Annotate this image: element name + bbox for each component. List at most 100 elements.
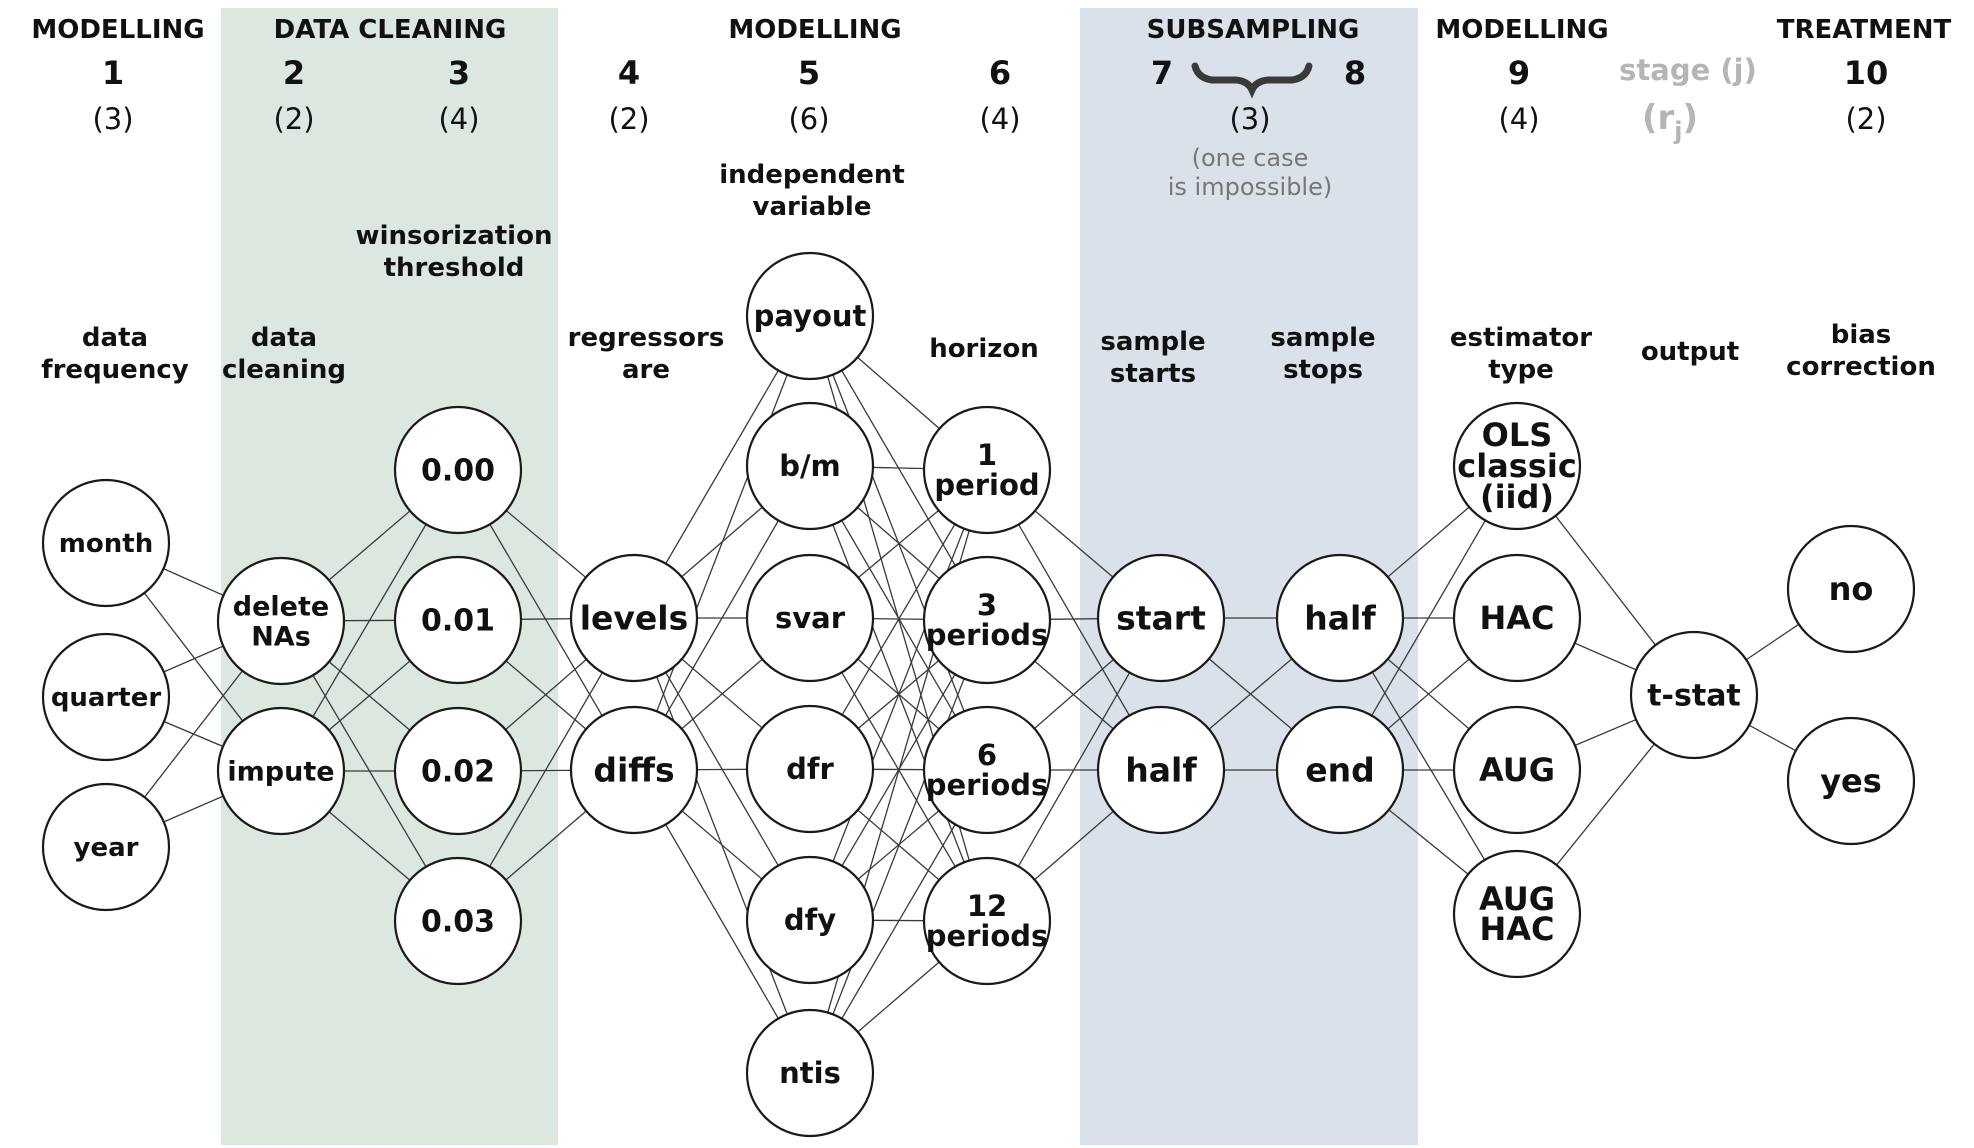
stage-label-output: output — [1641, 337, 1739, 367]
node-estimator-hac: HAC — [1452, 553, 1582, 683]
node-indep-dfy: dfy — [745, 855, 875, 985]
group-title-subsampling: SUBSAMPLING — [1147, 15, 1360, 45]
stage-count: (4) — [438, 102, 479, 136]
node-label: year — [74, 833, 139, 863]
group-title-modelling: MODELLING — [728, 15, 901, 45]
node-label: half — [1304, 599, 1376, 638]
node-circle — [393, 405, 523, 535]
node-label: 1 — [977, 438, 997, 472]
node-freq-quarter: quarter — [41, 632, 171, 762]
node-label: 12 — [967, 889, 1007, 923]
node-circle — [1275, 553, 1405, 683]
node-circle — [41, 632, 171, 762]
node-freq-year: year — [41, 782, 171, 912]
node-label: HAC — [1479, 910, 1554, 948]
node-label: (iid) — [1480, 478, 1554, 516]
node-label: 6 — [977, 738, 997, 772]
node-circle — [745, 1008, 875, 1138]
node-label: NAs — [251, 621, 311, 652]
stage-label-estimator-type: estimator — [1450, 323, 1592, 353]
node-circle — [745, 553, 875, 683]
stage-label-data-frequency: frequency — [41, 355, 188, 385]
node-label: quarter — [51, 683, 162, 713]
node-label: period — [934, 468, 1039, 502]
node-start-start: start — [1096, 553, 1226, 683]
node-label: ntis — [779, 1056, 841, 1090]
node-label: 0.03 — [421, 905, 495, 940]
stage-label-bias-correction: correction — [1786, 352, 1936, 382]
stage-label-data-cleaning: data — [251, 323, 317, 353]
node-indep-svar: svar — [745, 553, 875, 683]
subsampling-note: is impossible) — [1168, 173, 1332, 201]
stage-number: 9 — [1508, 54, 1530, 92]
node-bias-yes: yes — [1786, 716, 1916, 846]
node-label: AUG — [1479, 751, 1555, 789]
node-label: t-stat — [1647, 679, 1741, 714]
node-label: periods — [926, 768, 1049, 802]
node-label: levels — [580, 599, 689, 638]
node-winsor-0-02: 0.02 — [393, 706, 523, 836]
stage-label-regressors: regressors — [568, 323, 725, 353]
node-label: 3 — [977, 588, 997, 622]
stage-count: (6) — [788, 102, 829, 136]
node-winsor-0-01: 0.01 — [393, 555, 523, 685]
node-label: 0.01 — [421, 604, 495, 639]
node-indep-payout: payout — [745, 251, 875, 381]
node-label: yes — [1820, 762, 1882, 800]
node-circle — [1275, 705, 1405, 835]
stage-label-data-cleaning: cleaning — [222, 355, 346, 385]
stage-label-regressors: are — [622, 355, 670, 385]
node-label: AUG — [1479, 880, 1555, 918]
stage-label-independent-variable: variable — [753, 192, 872, 222]
stage-number: 5 — [798, 54, 820, 92]
node-start-half: half — [1096, 705, 1226, 835]
node-label: periods — [926, 919, 1049, 953]
node-label: HAC — [1479, 599, 1554, 637]
node-stop-end: end — [1275, 705, 1405, 835]
stage-label-estimator-type: type — [1488, 355, 1554, 385]
node-circle — [745, 401, 875, 531]
node-label: start — [1116, 599, 1206, 638]
node-label: classic — [1457, 447, 1577, 485]
node-circle — [1629, 630, 1759, 760]
subsampling-note: (one case — [1192, 144, 1309, 172]
node-label: no — [1829, 570, 1874, 608]
node-estimator-aug: AUG — [1452, 705, 1582, 835]
node-circle — [922, 555, 1052, 685]
node-label: half — [1125, 751, 1197, 790]
stage-number: 6 — [989, 54, 1011, 92]
node-label: impute — [227, 756, 334, 787]
node-label: dfr — [786, 752, 834, 786]
node-winsor-0-00: 0.00 — [393, 405, 523, 535]
stage-number: 4 — [618, 54, 640, 92]
node-label: 0.02 — [421, 755, 495, 790]
stage-number: 8 — [1344, 54, 1366, 92]
stage-count: (4) — [1498, 102, 1539, 136]
node-stop-half: half — [1275, 553, 1405, 683]
node-circle — [41, 782, 171, 912]
node-circle — [745, 855, 875, 985]
group-title-treatment: TREATMENT — [1777, 15, 1952, 45]
node-indep-b-m: b/m — [745, 401, 875, 531]
stage-number: 2 — [283, 54, 305, 92]
stage-label-bias-correction: bias — [1831, 320, 1892, 350]
node-label: OLS — [1482, 416, 1553, 454]
node-circle — [393, 856, 523, 986]
node-winsor-0-03: 0.03 — [393, 856, 523, 986]
stage-label-sample-starts: starts — [1110, 359, 1196, 389]
node-circle — [569, 553, 699, 683]
stage-count: (4) — [979, 102, 1020, 136]
node-freq-month: month — [41, 478, 171, 608]
legend-stage-label: stage (j) — [1619, 53, 1757, 87]
node-indep-dfr: dfr — [745, 704, 875, 834]
brace-icon — [1191, 62, 1313, 99]
node-label: 0.00 — [421, 454, 495, 489]
node-clean-impute: impute — [216, 706, 346, 836]
node-label: payout — [754, 299, 867, 333]
